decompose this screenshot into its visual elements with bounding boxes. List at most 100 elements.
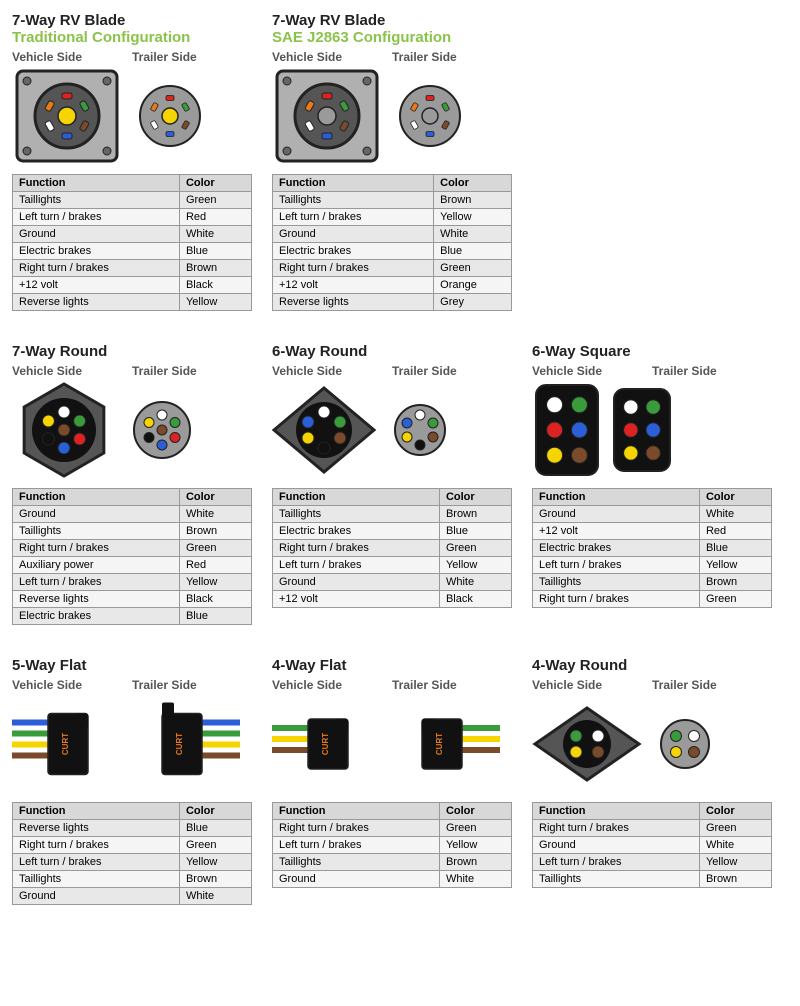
wiring-table: FunctionColorTaillightsBrownElectric bra… [272,488,512,608]
col-color: Color [699,803,771,820]
table-row: TaillightsBrown [13,871,252,888]
label-vehicle: Vehicle Side [532,364,652,378]
svg-text:CURT: CURT [61,733,70,755]
section-title: 6-Way Round [272,343,512,360]
label-trailer: Trailer Side [392,364,512,378]
table-row: GroundWhite [273,226,512,243]
label-vehicle: Vehicle Side [272,50,392,64]
label-vehicle: Vehicle Side [12,364,132,378]
label-vehicle: Vehicle Side [12,678,132,692]
table-row: Right turn / brakesGreen [13,837,252,854]
table-row: +12 voltRed [533,523,772,540]
col-function: Function [533,803,700,820]
table-row: Left turn / brakesYellow [273,837,512,854]
label-trailer: Trailer Side [132,678,252,692]
table-row: TaillightsBrown [533,574,772,591]
table-row: Reverse lightsBlack [13,591,252,608]
table-row: +12 voltOrange [273,277,512,294]
table-row: Electric brakesBlue [533,540,772,557]
col-function: Function [533,489,700,506]
col-function: Function [273,489,440,506]
table-row: Left turn / brakesRed [13,209,252,226]
table-row: Left turn / brakesYellow [13,854,252,871]
label-vehicle: Vehicle Side [532,678,652,692]
table-row: Electric brakesBlue [273,523,512,540]
wiring-table: FunctionColorGroundWhite+12 voltRedElect… [532,488,772,608]
table-row: GroundWhite [13,888,252,905]
table-row: Left turn / brakesYellow [273,209,512,226]
table-row: Left turn / brakesYellow [533,557,772,574]
section-title: 4-Way Flat [272,657,512,674]
wiring-table: FunctionColorGroundWhiteTaillightsBrownR… [12,488,252,625]
connector-7round: 7-Way RoundVehicle SideTrailer SideFunct… [12,343,252,625]
table-row: Electric brakesBlue [13,243,252,260]
label-trailer: Trailer Side [392,50,512,64]
wiring-table: FunctionColorReverse lightsBlueRight tur… [12,802,252,905]
label-vehicle: Vehicle Side [272,364,392,378]
col-color: Color [699,489,771,506]
connector-diagram [272,66,512,166]
section-title: 6-Way Square [532,343,772,360]
table-row: GroundWhite [273,871,512,888]
label-trailer: Trailer Side [652,678,772,692]
table-row: Left turn / brakesYellow [13,574,252,591]
table-row: TaillightsBrown [13,523,252,540]
wiring-table: FunctionColorTaillightsBrownLeft turn / … [272,174,512,311]
col-function: Function [13,489,180,506]
table-row: TaillightsBrown [273,854,512,871]
table-row: GroundWhite [533,506,772,523]
connector-blade-trad: 7-Way RV BladeTraditional ConfigurationV… [12,12,252,311]
connector-6round: 6-Way Round Vehicle SideTrailer Side Funct… [272,343,512,625]
label-vehicle: Vehicle Side [12,50,132,64]
connector-diagram: CURT CURT [272,694,512,794]
table-row: +12 voltBlack [273,591,512,608]
table-row: Electric brakesBlue [13,608,252,625]
table-row: GroundWhite [13,226,252,243]
table-row: TaillightsBrown [273,506,512,523]
connector-diagram [12,380,252,480]
col-color: Color [179,489,251,506]
section-title: 4-Way Round [532,657,772,674]
table-row: TaillightsBrown [273,192,512,209]
table-row: Right turn / brakesGreen [533,591,772,608]
table-row: GroundWhite [13,506,252,523]
table-row: Right turn / brakesGreen [13,540,252,557]
section-title: 7-Way Round [12,343,252,360]
table-row: Right turn / brakesGreen [273,820,512,837]
wiring-table: FunctionColorRight turn / brakesGreenGro… [532,802,772,888]
table-row: Right turn / brakesGreen [533,820,772,837]
col-color: Color [179,175,251,192]
table-row: +12 voltBlack [13,277,252,294]
wiring-table: FunctionColorTaillightsGreenLeft turn / … [12,174,252,311]
table-row: GroundWhite [273,574,512,591]
svg-text:CURT: CURT [435,733,444,755]
table-row: Reverse lightsYellow [13,294,252,311]
table-row: Left turn / brakesYellow [273,557,512,574]
section-title: 5-Way Flat [12,657,252,674]
table-row: Reverse lightsBlue [13,820,252,837]
connector-diagram [532,380,772,480]
connector-diagram [532,694,772,794]
label-vehicle: Vehicle Side [272,678,392,692]
col-color: Color [439,489,511,506]
svg-text:CURT: CURT [321,733,330,755]
table-row: TaillightsGreen [13,192,252,209]
label-trailer: Trailer Side [392,678,512,692]
table-row: Left turn / brakesYellow [533,854,772,871]
table-row: Right turn / brakesBrown [13,260,252,277]
section-title: 7-Way RV Blade [12,12,252,29]
table-row: Reverse lightsGrey [273,294,512,311]
connector-4flat: 4-Way FlatVehicle SideTrailer SideCURTCU… [272,657,512,905]
section-subtitle: SAE J2863 Configuration [272,29,512,46]
connector-6square: 6-Way SquareVehicle SideTrailer SideFunc… [532,343,772,625]
col-function: Function [273,175,434,192]
table-row: GroundWhite [533,837,772,854]
col-function: Function [273,803,440,820]
col-color: Color [434,175,512,192]
table-row: Right turn / brakesGreen [273,540,512,557]
table-row: TaillightsBrown [533,871,772,888]
col-color: Color [179,803,251,820]
connector-diagram [272,380,512,480]
svg-text:CURT: CURT [175,733,184,755]
label-trailer: Trailer Side [132,50,252,64]
